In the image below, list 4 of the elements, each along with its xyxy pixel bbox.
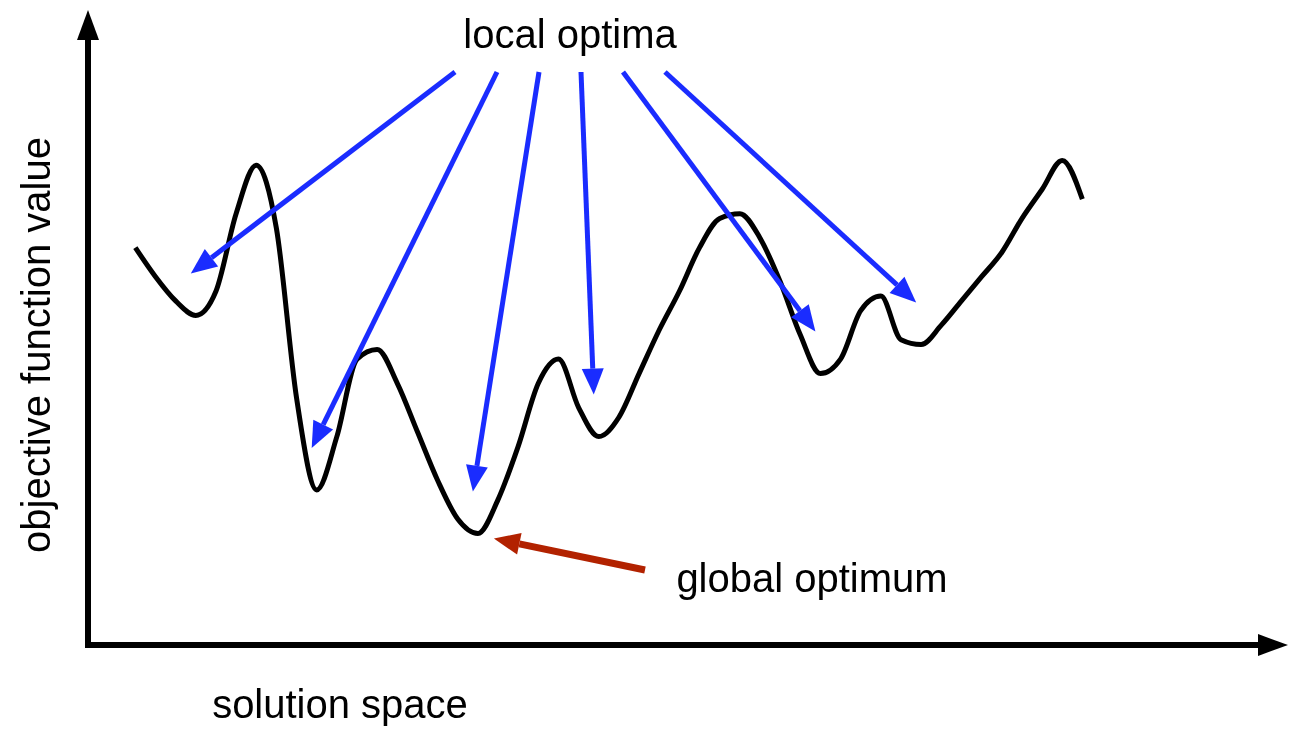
y-axis-title: objective function value xyxy=(14,137,58,553)
x-axis-title: solution space xyxy=(212,682,468,726)
text: local optima xyxy=(463,12,678,56)
annotation: global optimum xyxy=(676,556,948,600)
